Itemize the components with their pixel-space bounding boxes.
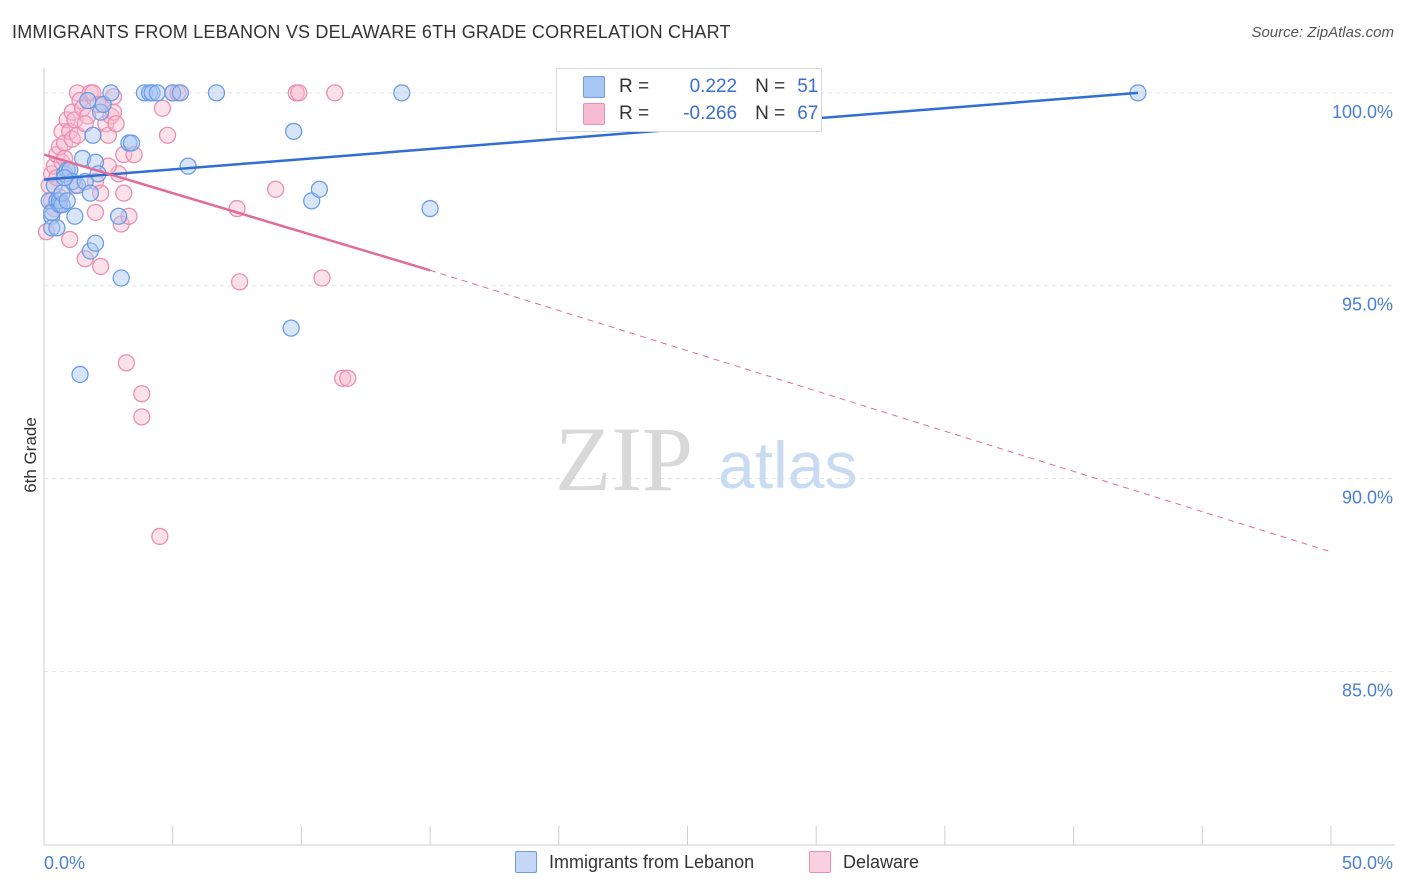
data-point <box>112 269 130 287</box>
legend-swatch-delaware <box>809 851 831 873</box>
legend-swatch-lebanon <box>515 851 537 873</box>
trend-lines <box>43 91 1332 553</box>
data-point <box>326 84 344 102</box>
legend-n-label: N = <box>755 76 786 97</box>
watermark-zip: ZIP <box>555 408 693 510</box>
data-point <box>339 369 357 387</box>
trend-extension-delaware <box>429 269 1332 553</box>
y-tick-label: 90.0% <box>1342 488 1393 508</box>
legend-item-lebanon[interactable]: Immigrants from Lebanon <box>515 851 754 873</box>
legend-n-value: 67 <box>797 103 819 124</box>
data-point <box>267 180 285 198</box>
legend-r-value: 0.222 <box>689 76 738 97</box>
data-point <box>91 257 110 276</box>
data-point <box>117 354 136 372</box>
data-point <box>313 269 331 287</box>
data-point <box>230 273 249 291</box>
chart-title: IMMIGRANTS FROM LEBANON VS DELAWARE 6TH … <box>12 22 731 42</box>
legend-swatch-lebanon <box>583 76 605 98</box>
data-point <box>153 99 172 117</box>
data-point <box>133 385 151 403</box>
data-point <box>310 180 329 198</box>
data-point <box>143 84 161 102</box>
legend-item-delaware[interactable]: Delaware <box>809 851 919 873</box>
legend-r-value: -0.266 <box>683 103 738 124</box>
data-point <box>109 207 128 225</box>
y-tick-label: 85.0% <box>1342 680 1393 700</box>
tick-labels: 100.0% 95.0% 90.0% 85.0% 0.0% 50.0% <box>44 102 1393 873</box>
data-point <box>171 84 190 102</box>
gridlines <box>44 92 1395 672</box>
data-point <box>58 192 76 210</box>
legend-n-value: 51 <box>797 76 819 97</box>
data-point <box>122 134 141 152</box>
data-point <box>393 84 411 102</box>
watermark-atlas: atlas <box>718 428 857 502</box>
series-legend: Immigrants from Lebanon Delaware <box>0 851 1406 877</box>
data-point <box>179 157 197 175</box>
series-delaware <box>37 84 357 546</box>
data-point <box>102 84 120 102</box>
x-tick-label: 0.0% <box>44 853 85 873</box>
data-point <box>158 126 177 144</box>
data-point <box>290 84 308 102</box>
data-point <box>282 319 300 337</box>
data-point <box>285 122 303 141</box>
data-point <box>84 126 102 144</box>
source-label: Source: ZipAtlas.com <box>1251 24 1394 41</box>
data-point <box>333 369 352 387</box>
data-point <box>133 408 151 426</box>
data-point <box>48 219 66 237</box>
data-point <box>79 91 97 110</box>
legend-r-label: R = <box>619 76 650 97</box>
legend-row-lebanon: R = 0.222 N = 51 <box>583 75 818 99</box>
data-point <box>151 527 169 546</box>
data-point <box>107 115 125 133</box>
correlation-legend: R = 0.222 N = 51 R = -0.266 N = 67 <box>556 68 822 132</box>
legend-row-delaware: R = -0.266 N = 67 <box>583 102 818 126</box>
data-point <box>207 84 226 102</box>
data-point <box>115 184 133 202</box>
data-point <box>86 234 105 252</box>
data-point <box>421 199 439 218</box>
legend-label-delaware: Delaware <box>843 851 920 872</box>
legend-label-lebanon: Immigrants from Lebanon <box>549 851 755 872</box>
y-axis-label: 6th Grade <box>21 417 40 493</box>
legend-n-label: N = <box>755 103 786 124</box>
y-tick-label: 95.0% <box>1342 295 1393 315</box>
y-tick-label: 100.0% <box>1332 102 1393 122</box>
legend-r-label: R = <box>619 103 650 124</box>
data-point <box>61 230 79 249</box>
trend-line-delaware <box>43 153 431 272</box>
x-tick-label: 50.0% <box>1342 853 1393 873</box>
data-point <box>66 207 84 225</box>
data-point <box>148 84 166 102</box>
data-point <box>86 203 105 222</box>
watermark: ZIP atlas <box>555 408 857 510</box>
trend-line-lebanon <box>43 91 1139 181</box>
legend-swatch-delaware <box>583 103 605 125</box>
data-point <box>71 365 89 384</box>
data-point <box>81 184 99 202</box>
